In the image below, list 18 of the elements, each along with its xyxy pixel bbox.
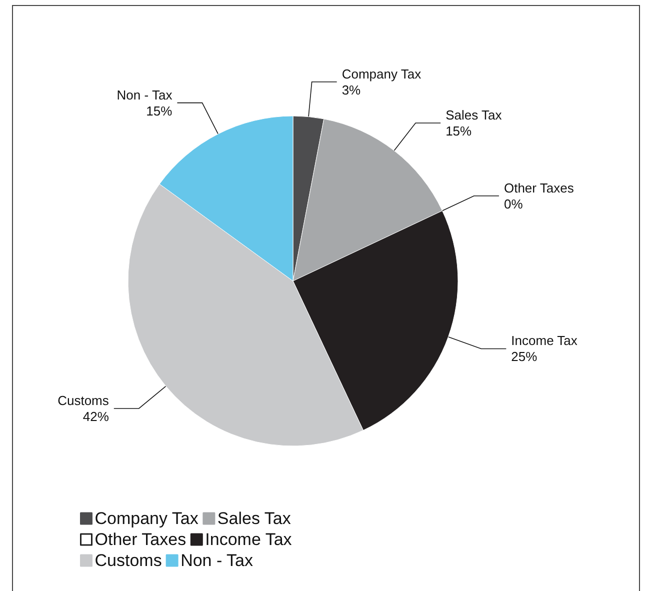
data-label: 15% [146,103,173,118]
legend-label: Non - Tax [180,551,254,570]
legend-label: Other Taxes [94,530,186,549]
legend-label: Customs [94,551,162,570]
category-label: Other Taxes [504,180,574,196]
slice-label: Income Tax [511,333,578,348]
slice-label: Customs [58,392,110,408]
slice-label: Company Tax [342,66,422,82]
legend-label: Sales Tax [217,509,292,528]
slice-label: Sales Tax [446,107,502,122]
data-label: 25% [511,349,538,364]
legend-label: Income Tax [205,530,292,549]
slice-label: Non - Tax [116,87,173,102]
data-label: 42% [82,408,110,424]
data-label: 15% [446,123,472,138]
data-label: 3% [342,82,362,98]
legend-label: Company Tax [94,509,199,528]
text: 0% [504,196,523,212]
